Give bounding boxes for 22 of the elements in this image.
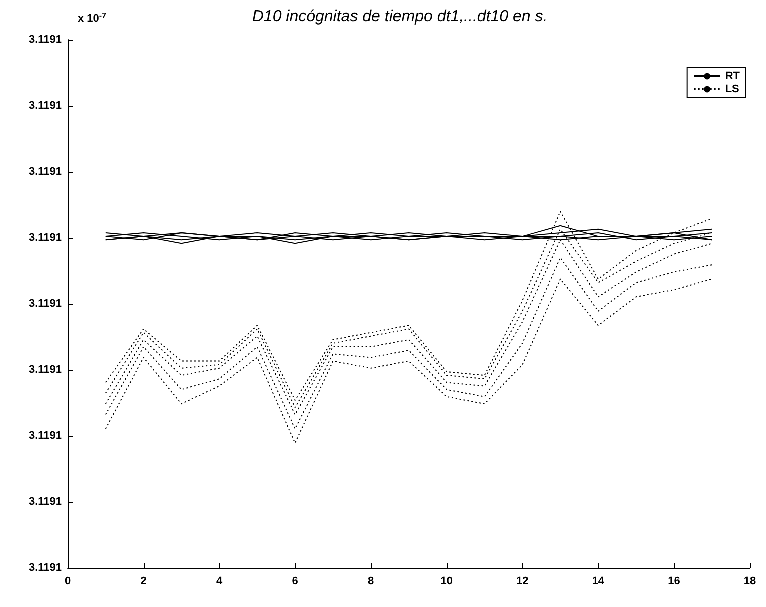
text: 3.1191 bbox=[28, 34, 62, 46]
x-tick-label: 16 bbox=[668, 576, 680, 588]
text: 3.1191 bbox=[28, 100, 62, 112]
text: 3.1191 bbox=[28, 364, 62, 376]
legend-label: RT bbox=[725, 70, 740, 82]
x-tick-label: 10 bbox=[440, 576, 454, 588]
text: 3.1191 bbox=[28, 562, 62, 574]
legend-label: LS bbox=[725, 84, 740, 96]
x-tick-label: 4 bbox=[216, 576, 224, 588]
x-tick-label: 14 bbox=[592, 576, 606, 588]
text: 3.1191 bbox=[28, 298, 62, 310]
chart-title: D10 incógnitas de tiempo dt1,...dt10 en s. bbox=[252, 8, 548, 26]
text: 3.1191 bbox=[28, 430, 62, 442]
text: 3.1191 bbox=[28, 232, 62, 244]
x-tick-label: 8 bbox=[368, 576, 374, 588]
x-tick-label: 18 bbox=[744, 576, 756, 588]
x-tick-label: 0 bbox=[64, 576, 72, 588]
x-tick-label: 6 bbox=[292, 576, 298, 588]
x-tick-label: 12 bbox=[516, 576, 529, 588]
x-tick-label: 2 bbox=[140, 576, 147, 588]
text: 3.1191 bbox=[28, 496, 62, 508]
text: 3.1191 bbox=[28, 166, 62, 178]
